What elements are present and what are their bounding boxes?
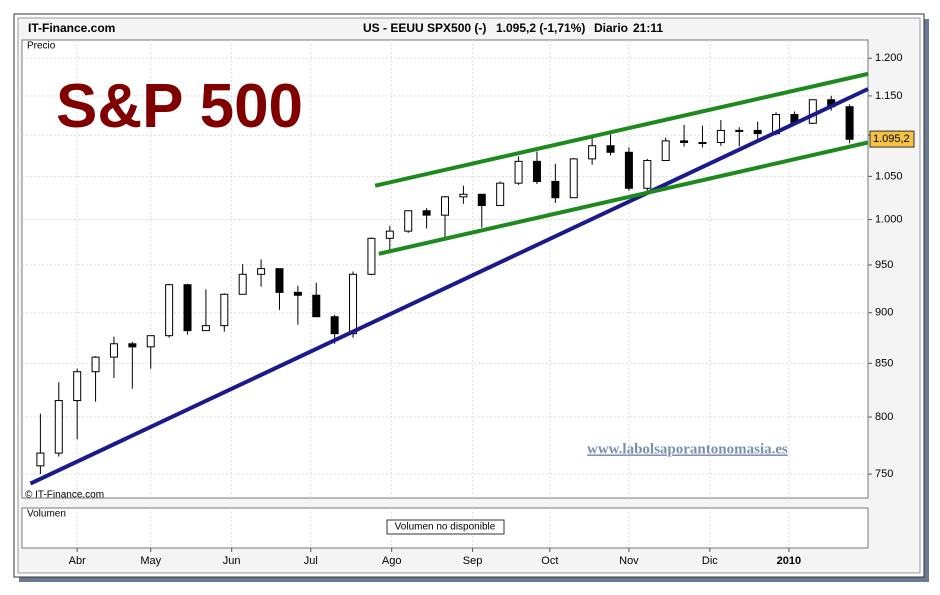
candle-body: [404, 210, 413, 232]
candle-body: [532, 160, 541, 182]
candle-body: [459, 193, 468, 198]
volume-note-box: [386, 519, 505, 535]
candle-body: [349, 273, 358, 335]
y-tick-label: 1.150: [875, 90, 903, 102]
candle-body: [275, 268, 284, 293]
candle-body: [808, 99, 817, 124]
last-price-box: [869, 130, 915, 148]
y-tick-label: 1.200: [875, 52, 903, 64]
candle-body: [109, 343, 118, 358]
candle-body: [845, 106, 854, 140]
instrument: US - EEUU SPX500 (-): [363, 21, 486, 35]
candle-body: [753, 129, 762, 135]
candle-body: [165, 284, 174, 337]
candle-body: [73, 371, 82, 402]
volume-label: Volumen: [27, 509, 66, 520]
candle-body: [128, 343, 137, 348]
y-tick-label: 850: [875, 357, 893, 369]
time: 21:11: [633, 21, 663, 35]
candle-body: [477, 193, 486, 207]
y-tick-label: 750: [875, 468, 893, 480]
candle-body: [624, 151, 633, 189]
x-tick-label: Abr: [69, 555, 86, 567]
candle-body: [643, 160, 652, 189]
candle-body: [716, 129, 725, 143]
candle-body: [514, 160, 523, 184]
period: Diario: [594, 21, 628, 35]
trendline: [374, 71, 869, 188]
last-price-label: 1.095,2: [873, 133, 910, 145]
candle-body: [496, 182, 505, 207]
x-tick-label: Sep: [463, 555, 483, 567]
panel-label: Precio: [27, 41, 56, 52]
candle-body: [385, 230, 394, 239]
candle-body: [312, 294, 321, 318]
grid: [22, 40, 868, 548]
x-tick-label: Oct: [541, 555, 558, 567]
candle-body: [54, 400, 63, 454]
y-tick-label: 1.050: [875, 170, 903, 182]
candle-body: [330, 316, 339, 335]
candle-body: [36, 452, 45, 467]
candle-body: [293, 291, 302, 296]
candle-body: [588, 145, 597, 160]
candle-body: [257, 268, 266, 275]
candle-body: [569, 158, 578, 199]
candle-body: [91, 356, 100, 373]
x-tick-label: Nov: [619, 555, 639, 567]
candle-body: [422, 210, 431, 216]
copyright: © IT-Finance.com: [25, 490, 104, 501]
x-tick-label: Jul: [304, 555, 318, 567]
candle-body: [238, 273, 247, 295]
candle-body: [220, 293, 229, 327]
candle-body: [146, 335, 155, 348]
y-tick-label: 900: [875, 307, 893, 319]
chart-title: S&P 500: [56, 72, 303, 141]
candle-body: [183, 284, 192, 332]
y-tick-label: 1.000: [875, 213, 903, 225]
candle-body: [735, 129, 744, 132]
plot: [29, 71, 869, 486]
candle-body: [551, 180, 560, 199]
trendline: [378, 140, 869, 256]
y-tick-label: 800: [875, 411, 893, 423]
quote: 1.095,2 (-1,71%): [496, 21, 585, 35]
x-tick-label: Ago: [382, 555, 402, 567]
watermark: www.labolsaporantonomasia.es: [587, 441, 788, 457]
x-tick-label: 2010: [777, 555, 801, 567]
x-tick-label: Jun: [223, 555, 241, 567]
candle-body: [441, 196, 449, 216]
candle-body: [606, 145, 615, 153]
candle-body: [698, 141, 707, 144]
trendline: [29, 87, 869, 486]
volume-note: Volumen no disponible: [395, 522, 496, 533]
candle-body: [367, 237, 376, 275]
candle-body: [201, 325, 210, 332]
candle-body: [680, 140, 689, 143]
x-tick-label: Dic: [702, 555, 718, 567]
x-tick-label: May: [140, 555, 161, 567]
y-tick-label: 950: [875, 259, 893, 271]
candle-body: [661, 140, 670, 162]
site: IT-Finance.com: [28, 21, 115, 35]
